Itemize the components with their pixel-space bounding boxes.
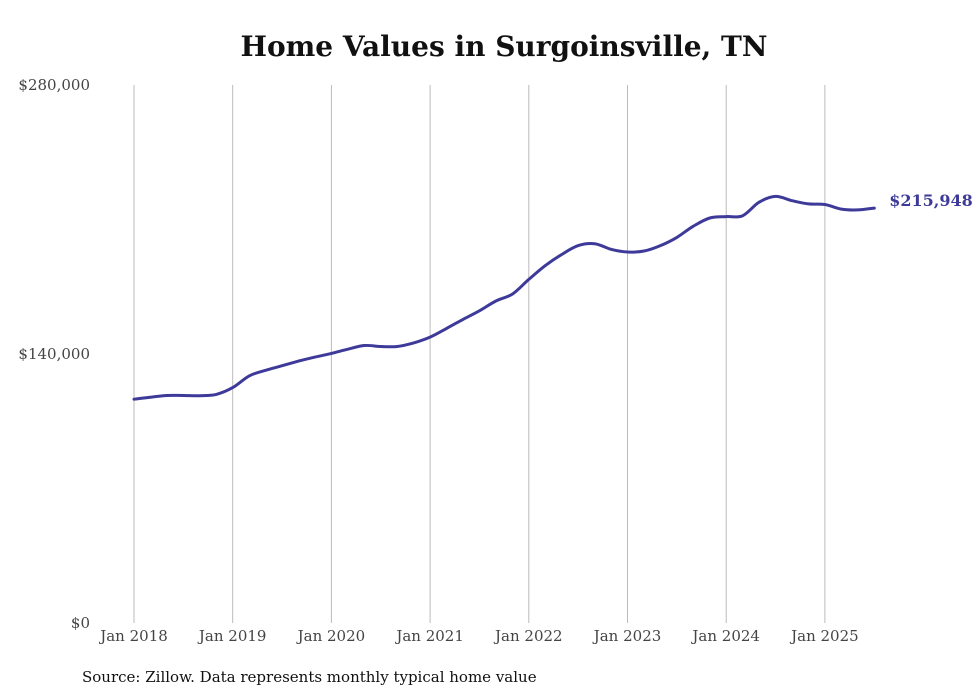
x-axis-ticks: Jan 2018 Jan 2019 Jan 2020 Jan 2021 Jan 2022… xyxy=(98,627,858,645)
x-tick-label: Jan 2022 xyxy=(493,627,563,645)
x-tick-label: Jan 2020 xyxy=(296,627,366,645)
home-value-line xyxy=(132,194,876,401)
x-tick-label: Jan 2019 xyxy=(197,627,267,645)
gridlines xyxy=(133,85,826,623)
x-tick-label: Jan 2024 xyxy=(690,627,760,645)
y-axis-ticks: $0 $140,000 $280,000 xyxy=(18,76,90,632)
chart-title: Home Values in Surgoinsville, TN xyxy=(240,30,768,63)
latest-value-label: $215,948 xyxy=(889,191,973,210)
y-tick-label: $280,000 xyxy=(18,76,90,94)
x-tick-label: Jan 2018 xyxy=(98,627,168,645)
source-note: Source: Zillow. Data represents monthly … xyxy=(82,668,537,686)
x-tick-label: Jan 2025 xyxy=(789,627,859,645)
line-chart: $0$140,000$280,000 Jan 2018 Jan 2019 Jan 2… xyxy=(18,76,973,645)
x-tick-label: Jan 2023 xyxy=(592,627,662,645)
y-tick-label: $140,000 xyxy=(18,345,90,363)
x-tick-label: Jan 2021 xyxy=(394,627,464,645)
y-tick-label: $0 xyxy=(71,614,90,632)
